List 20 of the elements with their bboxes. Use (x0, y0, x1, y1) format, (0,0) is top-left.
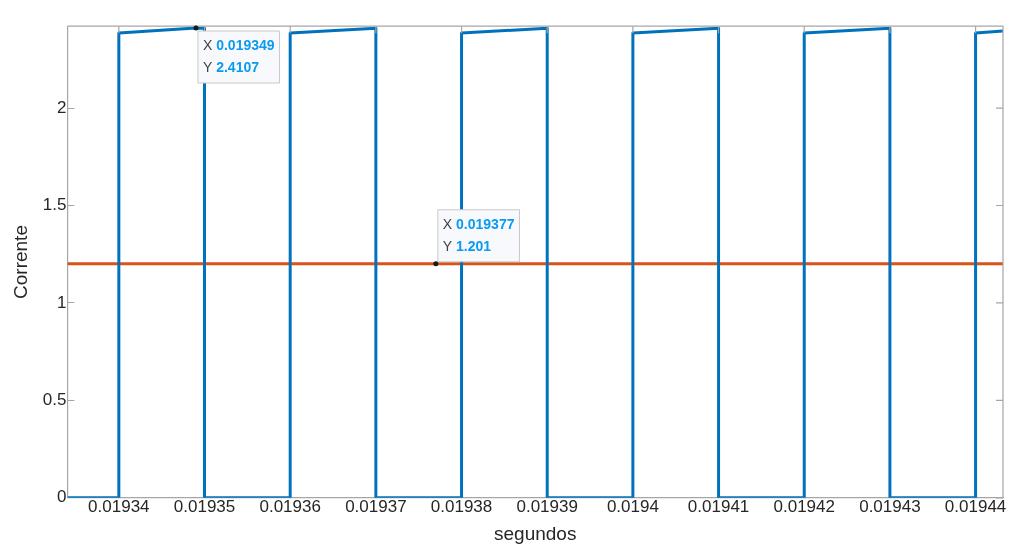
y-tick-label: 2 (56, 97, 67, 117)
x-tick-label: 0.01934 (88, 496, 150, 516)
annotation: X 0.019377 Y 1.201 (442, 215, 515, 254)
y-tick-label: 1 (56, 292, 67, 312)
y-tick-label: 0.5 (42, 390, 67, 410)
x-axis-title: segundos (494, 522, 577, 544)
x-tick-label: 0.0194 (606, 496, 659, 516)
x-tick-label: 0.01942 (773, 496, 835, 516)
x-tick-label: 0.01943 (859, 496, 921, 516)
x-tick-label: 0.01944 (944, 496, 1007, 516)
x-tick-label: 0.01936 (259, 496, 321, 516)
y-tick-label: 0 (56, 487, 67, 507)
x-tick-label: 0.01937 (345, 496, 407, 516)
x-tick-label: 0.01935 (173, 496, 236, 516)
x-tick-label: 0.01939 (516, 496, 578, 516)
y-axis-title: Corrente (9, 225, 31, 299)
x-tick-label: 0.01938 (430, 496, 493, 516)
annotation: X 0.019349 Y 2.4107 (202, 36, 275, 75)
y-tick-label: 1.5 (42, 195, 67, 215)
x-tick-label: 0.01941 (687, 496, 750, 516)
